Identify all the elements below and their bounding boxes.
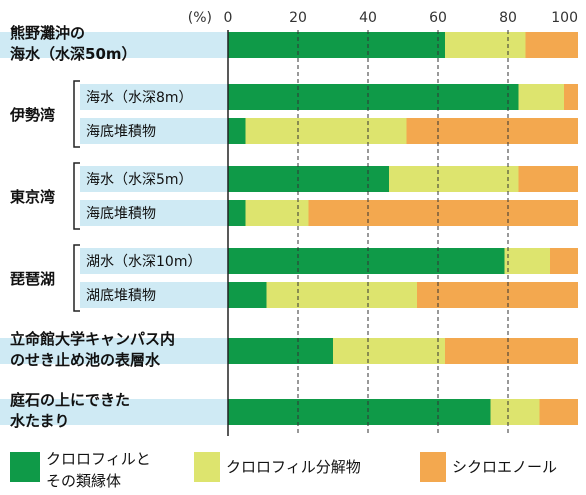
bar-g0-r0-s2 [525, 32, 578, 58]
bar-g2-r1-s1 [245, 200, 309, 226]
group-label-3: 琵琶湖 [10, 270, 55, 288]
x-tick-label-20: 20 [289, 10, 307, 26]
bar-g1-r1-s0 [228, 118, 246, 144]
bar-g3-r1-s2 [417, 282, 578, 308]
bar-g1-r1-s1 [245, 118, 407, 144]
x-tick-label-60: 60 [429, 10, 447, 26]
bar-g0-r0-s0 [228, 32, 445, 58]
bar-g4-r0-s2 [445, 338, 578, 364]
unit-label: (%) [188, 10, 212, 26]
x-tick-label-0: 0 [224, 10, 233, 26]
row-label-1-1: 海底堆積物 [86, 124, 156, 140]
bar-g2-r1-s0 [228, 200, 246, 226]
bar-g4-r0-s0 [228, 338, 333, 364]
bar-g3-r0-s1 [504, 248, 550, 274]
row-label-2-0: 海水（水深5m） [86, 172, 193, 188]
label-band [0, 399, 228, 425]
bar-g5-r0-s2 [539, 399, 578, 425]
bar-g2-r1-s2 [308, 200, 578, 226]
group-label-5-line1: 庭石の上にできた [10, 391, 130, 409]
bar-g3-r1-s1 [266, 282, 417, 308]
bar-g5-r0-s0 [228, 399, 491, 425]
x-tick-label-80: 80 [499, 10, 517, 26]
legend-swatch-2 [420, 452, 446, 482]
bar-g1-r1-s2 [406, 118, 578, 144]
row-label-3-0: 湖水（水深10m） [86, 254, 201, 270]
group-label-2: 東京湾 [10, 188, 55, 206]
legend-swatch-0 [10, 452, 40, 482]
label-band [80, 84, 228, 110]
x-tick-label-40: 40 [359, 10, 377, 26]
bar-g2-r0-s0 [228, 166, 389, 192]
row-label-3-1: 湖底堆積物 [86, 288, 156, 304]
group-label-4-line2: のせき止め池の表層水 [10, 351, 161, 369]
bar-g1-r0-s0 [228, 84, 519, 110]
legend-label-2: シクロエノール [452, 458, 557, 476]
label-band [80, 248, 228, 274]
group-label-5-line2: 水たまり [10, 412, 70, 430]
label-band [0, 338, 228, 364]
legend-label-0-line2: その類縁体 [46, 472, 121, 490]
bar-g0-r0-s1 [445, 32, 526, 58]
legend-label-1: クロロフィル分解物 [226, 458, 361, 476]
bar-g3-r0-s2 [550, 248, 578, 274]
label-band [80, 118, 228, 144]
label-band [80, 282, 228, 308]
legend-swatch-1 [194, 452, 220, 482]
legend-label-0-line1: クロロフィルと [46, 450, 151, 468]
bar-g2-r0-s2 [518, 166, 578, 192]
label-band [80, 200, 228, 226]
group-label-0-line2: 海水（水深50m） [10, 45, 137, 63]
group-bracket-3 [73, 244, 80, 312]
bar-g5-r0-s1 [490, 399, 540, 425]
group-bracket-1 [73, 80, 80, 148]
bar-g4-r0-s1 [333, 338, 445, 364]
label-band [80, 166, 228, 192]
label-band [0, 32, 228, 58]
bar-g2-r0-s1 [389, 166, 519, 192]
group-label-0-line1: 熊野灘沖の [10, 24, 85, 42]
bar-g1-r0-s1 [518, 84, 564, 110]
group-label-4-line1: 立命館大学キャンパス内 [10, 330, 175, 348]
row-label-2-1: 海底堆積物 [86, 206, 156, 222]
group-bracket-2 [73, 162, 80, 230]
bar-g3-r0-s0 [228, 248, 505, 274]
bar-g1-r0-s2 [564, 84, 578, 110]
bar-g3-r1-s0 [228, 282, 267, 308]
group-label-1: 伊勢湾 [9, 106, 55, 124]
x-tick-label-100: 100 [551, 10, 578, 26]
row-label-1-0: 海水（水深8m） [86, 90, 193, 106]
